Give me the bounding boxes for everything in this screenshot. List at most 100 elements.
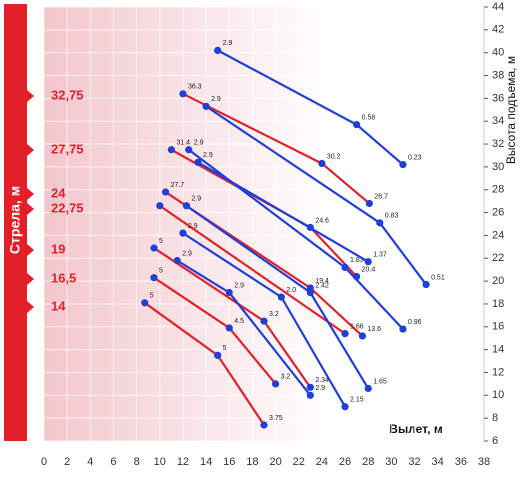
y-tick-label: 22 bbox=[492, 252, 504, 264]
y-tick-label: 24 bbox=[492, 229, 504, 241]
y-tick-label: 38 bbox=[492, 69, 504, 81]
load-label: 13.6 bbox=[367, 326, 381, 333]
load-label: 0.58 bbox=[362, 114, 376, 121]
load-point bbox=[150, 274, 158, 282]
x-tick-label: 2 bbox=[64, 456, 70, 468]
load-point bbox=[271, 380, 280, 388]
x-tick-label: 22 bbox=[293, 456, 305, 468]
load-point bbox=[260, 421, 268, 429]
load-point bbox=[399, 161, 407, 169]
load-point bbox=[225, 288, 233, 297]
load-point bbox=[306, 391, 314, 399]
load-point bbox=[277, 293, 285, 301]
load-point bbox=[341, 330, 349, 338]
load-label: 5 bbox=[223, 345, 227, 352]
x-tick-label: 26 bbox=[339, 456, 351, 468]
load-label: 1.66 bbox=[350, 323, 364, 330]
boom-arrow bbox=[27, 244, 34, 256]
y-tick-label: 16 bbox=[492, 321, 504, 333]
load-label: 5 bbox=[159, 268, 163, 275]
load-line bbox=[159, 204, 346, 335]
y-tick-label: 40 bbox=[492, 47, 504, 59]
load-point bbox=[185, 146, 193, 154]
boom-length: 32,75 bbox=[51, 87, 84, 102]
y-tick-label: 34 bbox=[492, 115, 504, 127]
x-tick-label: 34 bbox=[432, 456, 444, 468]
x-tick-label: 20 bbox=[269, 456, 281, 468]
y-tick-label: 18 bbox=[492, 298, 504, 310]
load-label: 0.23 bbox=[408, 154, 422, 161]
load-label: 2.42 bbox=[315, 282, 329, 289]
load-point bbox=[202, 102, 210, 110]
load-point bbox=[376, 219, 384, 227]
load-label: 2.9 bbox=[203, 152, 213, 159]
plot-background bbox=[44, 7, 484, 441]
x-tick-label: 6 bbox=[110, 456, 116, 468]
boom-length: 24 bbox=[51, 185, 66, 200]
load-label: 2.9 bbox=[234, 282, 244, 289]
load-label: 26.7 bbox=[374, 193, 388, 200]
load-point bbox=[150, 244, 158, 252]
y-tick-label: 14 bbox=[492, 344, 504, 356]
load-point bbox=[194, 158, 202, 166]
load-point bbox=[365, 199, 373, 208]
x-tick-label: 4 bbox=[87, 456, 93, 468]
load-label: 2.15 bbox=[350, 397, 364, 404]
load-point bbox=[260, 317, 268, 325]
load-point bbox=[173, 256, 181, 265]
x-tick-label: 24 bbox=[316, 456, 328, 468]
y-tick-label: 10 bbox=[492, 389, 504, 401]
x-tick-label: 18 bbox=[246, 456, 258, 468]
x-tick-label: 30 bbox=[385, 456, 397, 468]
boom-arrow bbox=[27, 144, 34, 156]
load-label: 5 bbox=[159, 238, 163, 245]
load-label: 19.4 bbox=[315, 278, 329, 285]
load-label: 27.7 bbox=[171, 182, 185, 189]
load-point bbox=[341, 263, 349, 271]
load-point bbox=[141, 299, 149, 307]
x-tick-label: 32 bbox=[408, 456, 420, 468]
x-tick-label: 36 bbox=[455, 456, 467, 468]
load-point bbox=[156, 202, 164, 210]
load-label: 3.75 bbox=[269, 415, 283, 422]
load-point bbox=[161, 188, 170, 196]
y-tick-label: 8 bbox=[492, 412, 498, 424]
load-label: 1.83 bbox=[350, 257, 364, 264]
boom-arrow bbox=[27, 203, 34, 215]
boom-title: Стрела, м bbox=[7, 186, 23, 254]
boom-length: 14 bbox=[51, 298, 66, 313]
load-label: 2.9 bbox=[315, 385, 325, 392]
load-label: 2.9 bbox=[223, 40, 233, 47]
load-point bbox=[364, 384, 372, 393]
load-label: 1.37 bbox=[373, 252, 387, 259]
load-line bbox=[197, 161, 369, 263]
x-tick-label: 16 bbox=[223, 456, 235, 468]
y-tick-label: 44 bbox=[492, 1, 504, 13]
boom-bar bbox=[4, 4, 27, 441]
load-point bbox=[364, 258, 372, 266]
load-label: 2.9 bbox=[188, 223, 198, 230]
load-point bbox=[399, 325, 407, 333]
boom-length: 27,75 bbox=[51, 141, 84, 156]
load-label: 0.96 bbox=[408, 319, 422, 326]
y-tick-label: 30 bbox=[492, 161, 504, 173]
y-tick-label: 32 bbox=[492, 138, 504, 150]
x-tick-label: 38 bbox=[478, 456, 490, 468]
x-tick-label: 10 bbox=[154, 456, 166, 468]
load-label: 1.65 bbox=[373, 378, 387, 385]
load-point bbox=[353, 121, 361, 129]
load-label: 3.2 bbox=[269, 311, 279, 318]
load-label: 2.0 bbox=[286, 287, 296, 294]
boom-arrow bbox=[27, 90, 34, 102]
load-label: 2.34 bbox=[315, 377, 329, 384]
load-label: 2.9 bbox=[191, 196, 201, 203]
boom-arrow bbox=[27, 273, 34, 285]
y-tick-label: 42 bbox=[492, 24, 504, 36]
load-label: 36.3 bbox=[188, 84, 202, 91]
load-point bbox=[167, 146, 175, 154]
load-point bbox=[358, 332, 367, 340]
y-tick-label: 20 bbox=[492, 275, 504, 287]
load-label: 30.2 bbox=[327, 153, 341, 160]
